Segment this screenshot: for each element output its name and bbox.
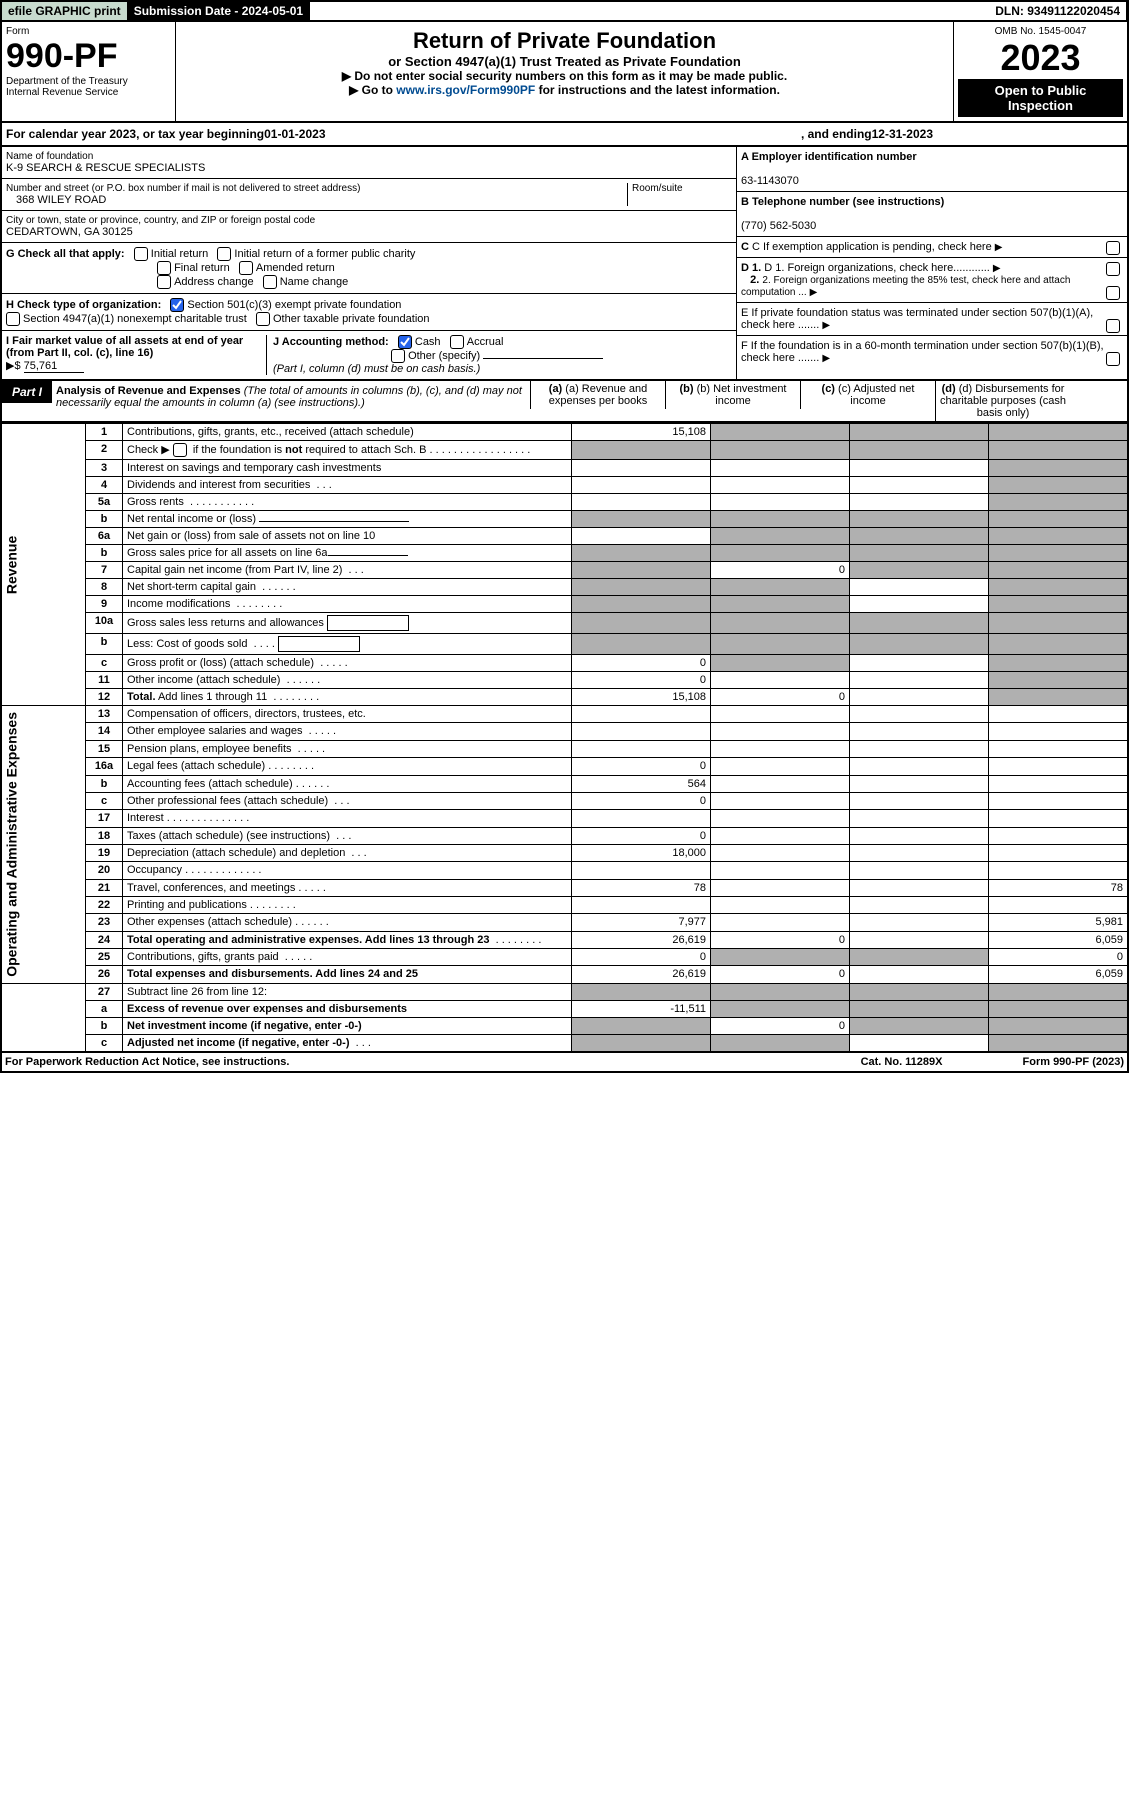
i-j-row: I Fair market value of all assets at end… bbox=[2, 331, 736, 379]
checkbox-d2[interactable] bbox=[1106, 286, 1120, 300]
ein: 63-1143070 bbox=[741, 175, 799, 187]
d1-text: D 1. Foreign organizations, check here..… bbox=[764, 262, 990, 274]
cat-no: Cat. No. 11289X bbox=[861, 1056, 943, 1068]
checkbox-other-tax[interactable] bbox=[256, 312, 270, 326]
checkbox-accrual[interactable] bbox=[450, 335, 464, 349]
checkbox-d1[interactable] bbox=[1106, 262, 1120, 276]
col-b-header: (b) (b) Net investment income bbox=[665, 381, 800, 409]
col-d-header: (d) (d) Disbursements for charitable pur… bbox=[935, 381, 1070, 421]
checkbox-name-change[interactable] bbox=[263, 275, 277, 289]
e-text: E If private foundation status was termi… bbox=[741, 307, 1093, 331]
name-label: Name of foundation bbox=[6, 151, 732, 162]
part1-label: Part I bbox=[2, 381, 52, 403]
ein-label: A Employer identification number bbox=[741, 151, 917, 163]
checkbox-final[interactable] bbox=[157, 261, 171, 275]
analysis-table: Revenue 1Contributions, gifts, grants, e… bbox=[0, 423, 1129, 1053]
h-row: H Check type of organization: Section 50… bbox=[2, 294, 736, 331]
phone-label: B Telephone number (see instructions) bbox=[741, 196, 944, 208]
form-footer: Form 990-PF (2023) bbox=[1023, 1056, 1125, 1068]
calendar-row: For calendar year 2023, or tax year begi… bbox=[0, 123, 1129, 147]
dln: DLN: 93491122020454 bbox=[989, 2, 1127, 20]
addr-label: Number and street (or P.O. box number if… bbox=[6, 183, 627, 194]
checkbox-4947[interactable] bbox=[6, 312, 20, 326]
irs: Internal Revenue Service bbox=[6, 87, 171, 98]
footer: For Paperwork Reduction Act Notice, see … bbox=[0, 1053, 1129, 1073]
city-label: City or town, state or province, country… bbox=[6, 215, 732, 226]
inst-link[interactable]: www.irs.gov/Form990PF bbox=[396, 83, 535, 97]
part1-title: Analysis of Revenue and Expenses bbox=[56, 385, 241, 397]
dept: Department of the Treasury bbox=[6, 76, 171, 87]
foundation-name: K-9 SEARCH & RESCUE SPECIALISTS bbox=[6, 162, 732, 174]
checkbox-f[interactable] bbox=[1106, 352, 1120, 366]
checkbox-initial[interactable] bbox=[134, 247, 148, 261]
room-label: Room/suite bbox=[632, 183, 732, 194]
checkbox-other-method[interactable] bbox=[391, 349, 405, 363]
identification-block: Name of foundation K-9 SEARCH & RESCUE S… bbox=[0, 147, 1129, 381]
g-row: G Check all that apply: Initial return I… bbox=[2, 243, 736, 294]
c-text: C If exemption application is pending, c… bbox=[752, 241, 992, 253]
phone: (770) 562-5030 bbox=[741, 220, 816, 232]
city-state-zip: CEDARTOWN, GA 30125 bbox=[6, 226, 732, 238]
title-block: Form 990-PF Department of the Treasury I… bbox=[0, 22, 1129, 123]
d2-text: 2. Foreign organizations meeting the 85%… bbox=[741, 275, 1070, 298]
header-row: efile GRAPHIC print Submission Date - 20… bbox=[0, 0, 1129, 22]
form-label: Form bbox=[6, 26, 171, 37]
f-text: F If the foundation is in a 60-month ter… bbox=[741, 340, 1104, 364]
main-title: Return of Private Foundation bbox=[182, 28, 947, 54]
efile-button[interactable]: efile GRAPHIC print bbox=[2, 2, 128, 20]
checkbox-e[interactable] bbox=[1106, 319, 1120, 333]
open-inspection: Open to Public Inspection bbox=[958, 79, 1123, 117]
checkbox-addr-change[interactable] bbox=[157, 275, 171, 289]
form-number: 990-PF bbox=[6, 37, 171, 76]
checkbox-c[interactable] bbox=[1106, 241, 1120, 255]
inst1: ▶ Do not enter social security numbers o… bbox=[182, 69, 947, 83]
checkbox-sch-b[interactable] bbox=[173, 443, 187, 457]
col-a-header: (a) (a) Revenue and expenses per books bbox=[530, 381, 665, 409]
revenue-side-label: Revenue bbox=[1, 424, 86, 706]
expenses-side-label: Operating and Administrative Expenses bbox=[1, 706, 86, 984]
fmv-value: 75,761 bbox=[24, 360, 84, 373]
part1-header: Part I Analysis of Revenue and Expenses … bbox=[0, 381, 1129, 423]
submission-date: Submission Date - 2024-05-01 bbox=[128, 2, 310, 20]
col-c-header: (c) (c) Adjusted net income bbox=[800, 381, 935, 409]
paperwork-notice: For Paperwork Reduction Act Notice, see … bbox=[5, 1056, 289, 1068]
omb: OMB No. 1545-0047 bbox=[958, 26, 1123, 37]
checkbox-amended[interactable] bbox=[239, 261, 253, 275]
checkbox-501c3[interactable] bbox=[170, 298, 184, 312]
checkbox-initial-former[interactable] bbox=[217, 247, 231, 261]
street-address: 368 WILEY ROAD bbox=[6, 194, 627, 206]
inst2: ▶ Go to www.irs.gov/Form990PF for instru… bbox=[182, 83, 947, 97]
sub-title: or Section 4947(a)(1) Trust Treated as P… bbox=[182, 54, 947, 69]
j-note: (Part I, column (d) must be on cash basi… bbox=[273, 363, 480, 375]
checkbox-cash[interactable] bbox=[398, 335, 412, 349]
tax-year: 2023 bbox=[958, 37, 1123, 79]
